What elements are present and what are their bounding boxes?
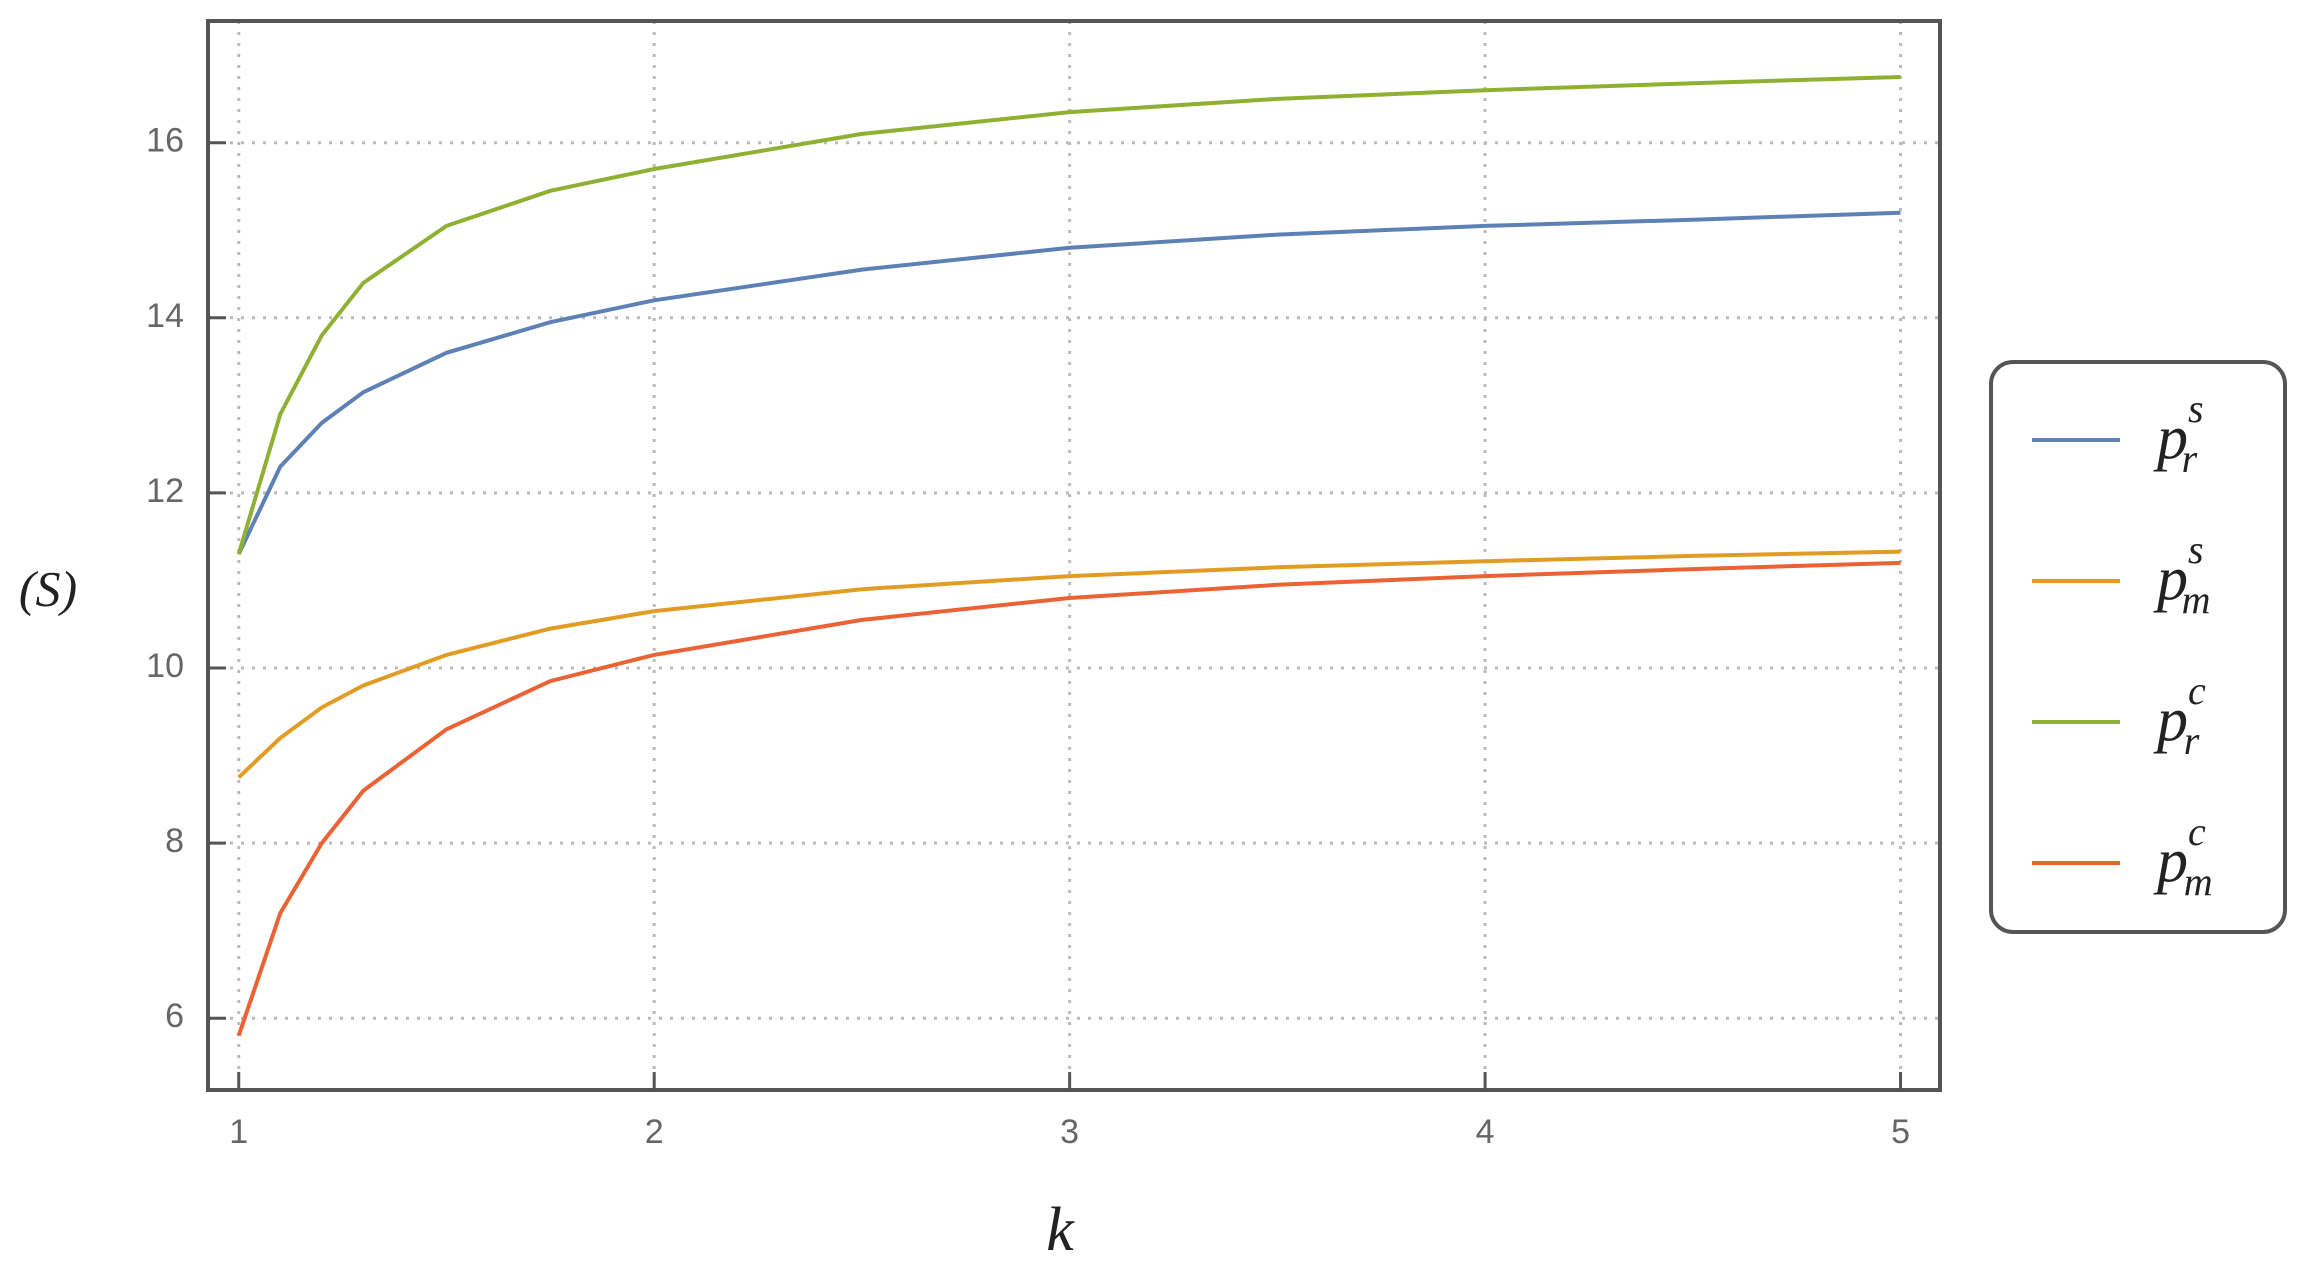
x-tick-label: 5 bbox=[1891, 1113, 1910, 1151]
legend-superscript: c bbox=[2188, 809, 2206, 854]
series-line bbox=[237, 549, 1901, 779]
legend-subscript: r bbox=[2184, 718, 2200, 763]
legend-subscript: r bbox=[2182, 436, 2198, 481]
legend-label: pc r bbox=[2153, 668, 2206, 763]
y-tick-label: 12 bbox=[146, 472, 184, 510]
legend-subscript: m bbox=[2184, 859, 2213, 904]
legend-superscript: s bbox=[2188, 527, 2204, 572]
plot-frame bbox=[206, 19, 1942, 1092]
y-tick-label: 16 bbox=[146, 122, 184, 160]
legend-name: p bbox=[2153, 686, 2188, 754]
y-tick-label: 14 bbox=[146, 297, 184, 335]
x-axis-label: k bbox=[1046, 1196, 1075, 1264]
x-tick-label: 4 bbox=[1476, 1113, 1495, 1151]
legend-name: p bbox=[2153, 545, 2188, 613]
legend-label: pc m bbox=[2153, 809, 2213, 904]
y-axis-label: (S) bbox=[19, 560, 77, 616]
legend-superscript: c bbox=[2188, 668, 2206, 713]
series-line bbox=[236, 210, 1901, 556]
y-tick-label: 10 bbox=[146, 647, 184, 685]
legend-name: p bbox=[2153, 404, 2188, 472]
x-tick-label: 3 bbox=[1060, 1113, 1079, 1151]
legend-label: ps m bbox=[2153, 527, 2210, 622]
legend-box bbox=[1989, 360, 2287, 934]
legend-superscript: s bbox=[2188, 386, 2204, 431]
series-line bbox=[236, 75, 1901, 555]
x-tick-label: 2 bbox=[645, 1113, 664, 1151]
y-tick-label: 6 bbox=[165, 997, 184, 1035]
series-line bbox=[236, 560, 1901, 1037]
x-tick-label: 1 bbox=[229, 1113, 248, 1151]
legend-label: ps r bbox=[2153, 386, 2204, 481]
legend-name: p bbox=[2153, 827, 2188, 895]
y-tick-label: 8 bbox=[165, 822, 184, 860]
legend-subscript: m bbox=[2182, 577, 2211, 622]
